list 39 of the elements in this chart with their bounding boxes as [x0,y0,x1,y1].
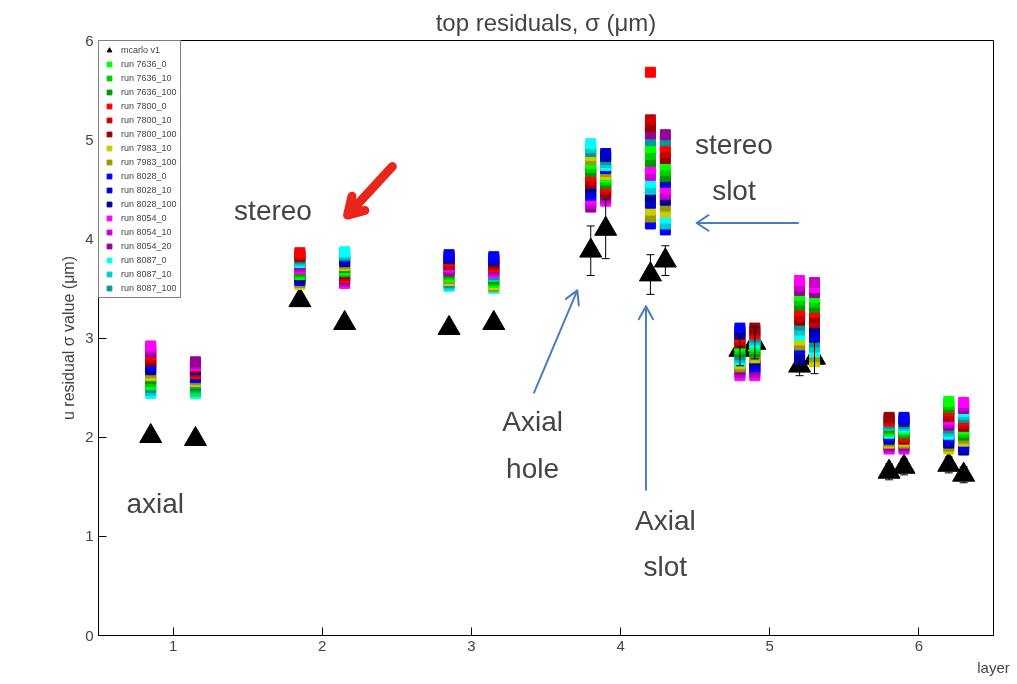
x-tick-label: 3 [467,636,476,654]
legend-label: run 7983_100 [121,156,177,168]
y-tick-label: 3 [85,329,94,346]
legend-label: run 8054_10 [121,226,172,238]
y-axis-title: u residual σ value (μm) [60,255,78,421]
x-tick-label: 5 [765,636,774,654]
legend-label: run 7800_10 [121,114,172,126]
annotation: Axial hole [502,406,563,484]
legend-label: run 8054_20 [121,240,172,252]
legend-label: run 8028_10 [121,184,172,196]
x-tick-label: 4 [616,636,625,654]
legend-label: run 7983_10 [121,142,172,154]
annotation: stereo [234,194,312,226]
y-tick-label: 0 [85,626,94,644]
y-tick-label: 6 [85,31,94,49]
y-tick-label: 5 [85,130,94,148]
annotation: axial [126,488,184,520]
legend-label: run 8087_0 [121,254,167,266]
legend-label: mcarlo v1 [121,44,161,56]
legend-label: run 8087_10 [121,268,172,280]
legend-label: run 8028_0 [121,170,167,182]
legend-label: run 7636_100 [121,86,177,98]
x-tick-label: 6 [914,636,924,654]
annotation: Axial slot [634,504,696,583]
legend-label: run 8054_0 [121,212,167,224]
legend-label: run 7800_0 [121,100,167,112]
x-tick-label: 2 [318,636,327,654]
legend-label: run 8087_100 [121,282,177,294]
legend-label: run 8028_100 [121,198,177,210]
annotation: stereo slot [695,128,773,207]
chart-title: top residuals, σ (μm) [435,8,657,36]
x-tick-label: 1 [168,636,178,654]
y-tick-label: 2 [85,428,94,446]
x-axis-title: layer [977,658,1010,676]
legend-label: run 7800_100 [121,128,177,140]
legend-label: run 7636_10 [121,72,172,84]
legend-label: run 7636_0 [121,58,167,70]
y-tick-label: 1 [85,527,94,545]
y-tick-label: 4 [85,229,94,247]
